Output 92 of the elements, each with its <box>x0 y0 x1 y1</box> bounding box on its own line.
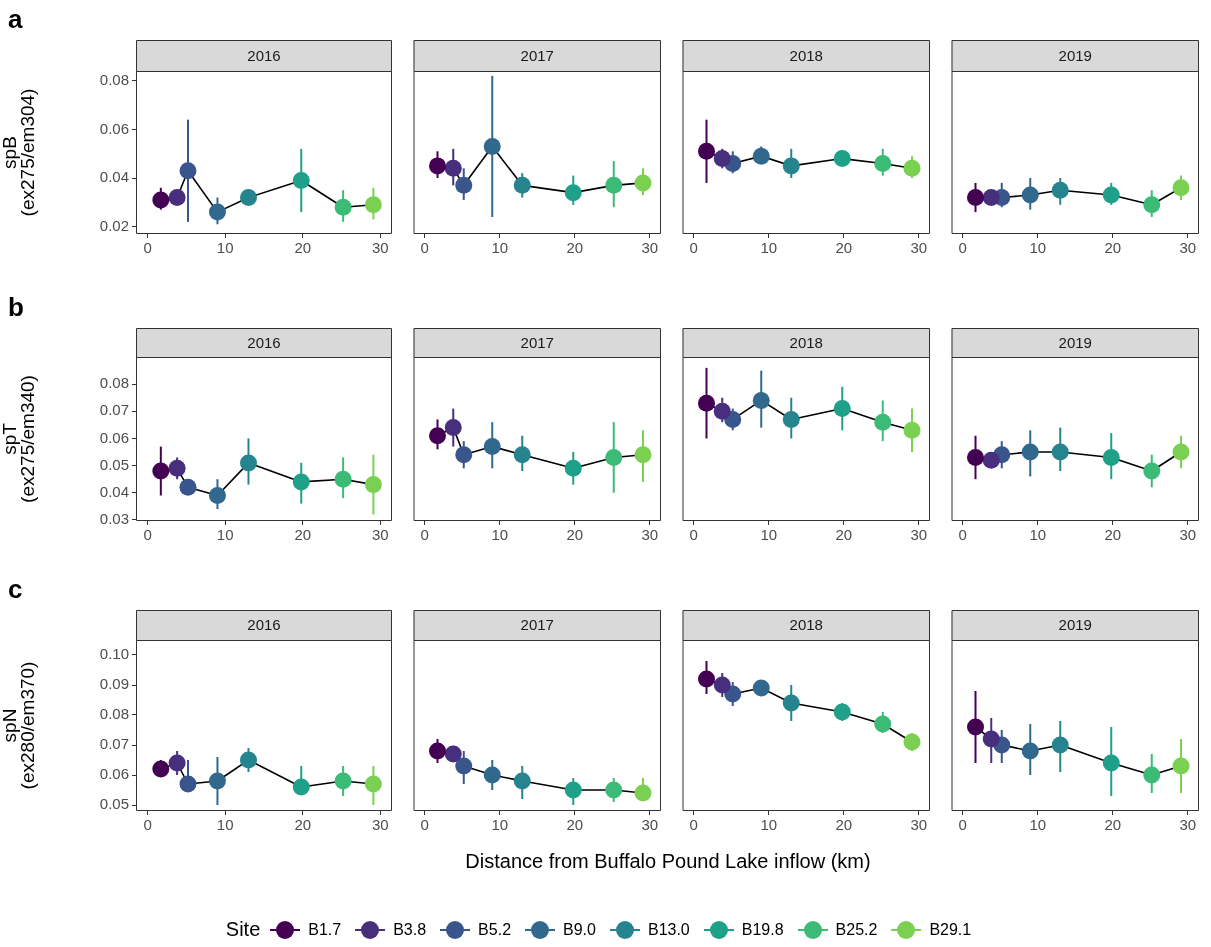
y-tick-label: 0.02 <box>99 216 129 234</box>
chart-title: 2018 <box>789 46 823 64</box>
y-tick-label: 0.04 <box>99 168 129 186</box>
chart-title: 2018 <box>789 333 823 351</box>
x-tick-label: 30 <box>910 816 928 834</box>
chart-title: 2017 <box>520 616 554 634</box>
x-tick-label: 30 <box>1179 816 1197 834</box>
x-tick-label: 0 <box>143 239 152 257</box>
x-tick-label: 0 <box>689 239 698 257</box>
y-tick-label: 0.03 <box>99 510 129 528</box>
x-tick-label: 20 <box>1104 526 1122 544</box>
x-tick-label: 10 <box>1029 816 1047 834</box>
x-tick-label: 20 <box>566 526 584 544</box>
legend-label: B19.8 <box>741 920 784 939</box>
y-axis-title: spB (ex275/em304) <box>0 88 39 217</box>
x-tick-label: 10 <box>491 526 509 544</box>
x-tick-label: 30 <box>372 526 389 544</box>
x-tick-label: 0 <box>958 526 967 544</box>
x-tick-label: 0 <box>689 526 698 544</box>
y-tick-label: 0.07 <box>99 735 129 753</box>
x-tick-label: 30 <box>1179 239 1197 257</box>
text: c <box>8 574 23 605</box>
x-tick-label: 10 <box>216 526 234 544</box>
legend-label: B9.0 <box>563 920 596 939</box>
x-tick-label: 30 <box>1179 526 1197 544</box>
x-tick-label: 30 <box>910 526 928 544</box>
x-tick-label: 20 <box>1104 816 1122 834</box>
y-tick-label: 0.06 <box>99 428 129 446</box>
legend-label: B25.2 <box>835 920 878 939</box>
x-tick-label: 30 <box>641 816 659 834</box>
x-tick-label: 20 <box>1104 239 1122 257</box>
x-tick-label: 20 <box>566 239 584 257</box>
y-axis-title: spN (ex280/em370) <box>0 661 39 790</box>
x-tick-label: 0 <box>143 816 152 834</box>
text: b <box>8 292 24 323</box>
x-tick-label: 20 <box>566 816 584 834</box>
legend-label: B5.2 <box>478 920 512 939</box>
chart-title: 2016 <box>247 46 281 64</box>
y-tick-label: 0.07 <box>99 401 129 419</box>
x-axis-title: Distance from Buffalo Pound Lake inflow (km) <box>464 850 872 873</box>
x-tick-label: 30 <box>372 239 389 257</box>
x-tick-label: 30 <box>910 239 928 257</box>
x-tick-label: 0 <box>420 526 429 544</box>
x-tick-label: 20 <box>835 526 853 544</box>
x-tick-label: 10 <box>491 816 509 834</box>
chart-title: 2019 <box>1058 616 1092 634</box>
x-tick-label: 30 <box>372 816 389 834</box>
x-tick-label: 0 <box>420 239 429 257</box>
y-axis-title: spT (ex275/em340) <box>0 375 39 503</box>
y-tick-label: 0.10 <box>99 645 129 663</box>
x-tick-label: 20 <box>294 816 312 834</box>
y-tick-label: 0.06 <box>99 765 129 783</box>
x-tick-label: 10 <box>760 526 778 544</box>
y-tick-label: 0.04 <box>99 482 129 500</box>
chart-title: 2017 <box>520 46 554 64</box>
x-tick-label: 10 <box>491 239 509 257</box>
x-tick-label: 20 <box>294 526 312 544</box>
x-tick-label: 20 <box>835 816 853 834</box>
chart-title: 2016 <box>247 616 281 634</box>
x-tick-label: 0 <box>958 816 967 834</box>
chart-title: 2016 <box>247 333 281 351</box>
legend-label: B29.1 <box>929 920 972 939</box>
x-tick-label: 0 <box>420 816 429 834</box>
x-tick-label: 10 <box>216 816 234 834</box>
text: a <box>8 4 23 35</box>
x-tick-label: 0 <box>689 816 698 834</box>
y-tick-label: 0.08 <box>99 374 129 392</box>
x-tick-label: 10 <box>1029 526 1047 544</box>
x-tick-label: 30 <box>641 239 659 257</box>
legend-label: B3.8 <box>393 920 427 939</box>
x-tick-label: 10 <box>760 239 778 257</box>
x-tick-label: 10 <box>216 239 234 257</box>
legend-label: B13.0 <box>647 920 690 939</box>
y-tick-label: 0.05 <box>99 455 129 473</box>
x-tick-label: 30 <box>641 526 659 544</box>
chart-title: 2019 <box>1058 333 1092 351</box>
chart-title: 2018 <box>789 616 823 634</box>
y-tick-label: 0.09 <box>99 675 129 693</box>
legend-title: Site <box>225 918 261 941</box>
chart-title: 2019 <box>1058 46 1092 64</box>
chart-title: 2017 <box>520 333 554 351</box>
legend-label: B1.7 <box>308 920 342 939</box>
y-tick-label: 0.08 <box>99 70 129 88</box>
x-tick-label: 0 <box>143 526 152 544</box>
x-tick-label: 20 <box>835 239 853 257</box>
y-tick-label: 0.06 <box>99 119 129 137</box>
y-tick-label: 0.08 <box>99 705 129 723</box>
x-tick-label: 0 <box>958 239 967 257</box>
y-tick-label: 0.05 <box>99 795 129 813</box>
x-tick-label: 10 <box>1029 239 1047 257</box>
x-tick-label: 20 <box>294 239 312 257</box>
x-tick-label: 10 <box>760 816 778 834</box>
